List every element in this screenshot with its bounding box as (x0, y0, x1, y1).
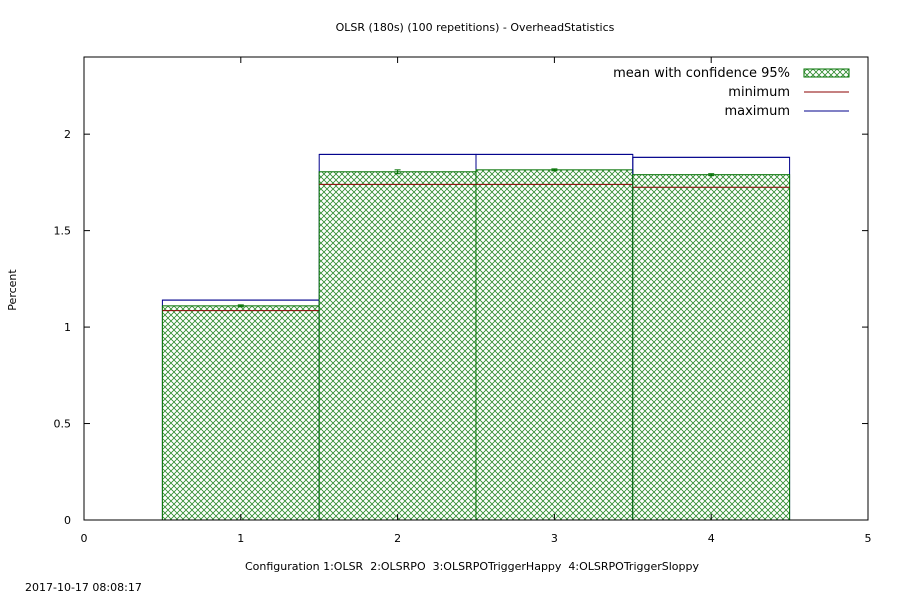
y-tick-label-1.5: 1.5 (54, 225, 72, 238)
mean-bar-1 (161, 305, 320, 521)
plot-frame (83, 56, 869, 521)
x-tick-label-2: 2 (394, 532, 401, 545)
y-tick-label-0: 0 (64, 514, 71, 527)
chart-title: OLSR (180s) (100 repetitions) - Overhead… (336, 21, 615, 34)
legend-label-2: maximum (724, 104, 790, 119)
x-tick-label-4: 4 (708, 532, 715, 545)
legend-swatch-mean (803, 68, 850, 78)
mean-bar-3 (475, 169, 634, 521)
ci-errorbar-4 (708, 173, 715, 177)
x-tick-label-0: 0 (81, 532, 88, 545)
y-tick-label-0.5: 0.5 (54, 418, 72, 431)
x-axis-label: Configuration 1:OLSR 2:OLSRPO 3:OLSRPOTr… (245, 560, 700, 573)
ci-errorbar-1 (237, 304, 244, 308)
y-tick-label-2: 2 (64, 128, 71, 141)
mean-bar-4 (632, 174, 791, 521)
ci-errorbar-2 (394, 169, 401, 175)
y-tick-label-1: 1 (64, 321, 71, 334)
mean-bar-2 (318, 171, 477, 521)
x-tick-label-5: 5 (865, 532, 872, 545)
legend-label-0: mean with confidence 95% (613, 66, 790, 81)
x-tick-label-1: 1 (237, 532, 244, 545)
y-axis-label: Percent (6, 269, 19, 311)
timestamp: 2017-10-17 08:08:17 (25, 581, 142, 594)
x-tick-label-3: 3 (551, 532, 558, 545)
ci-errorbar-3 (551, 168, 558, 172)
legend-label-1: minimum (728, 85, 790, 100)
